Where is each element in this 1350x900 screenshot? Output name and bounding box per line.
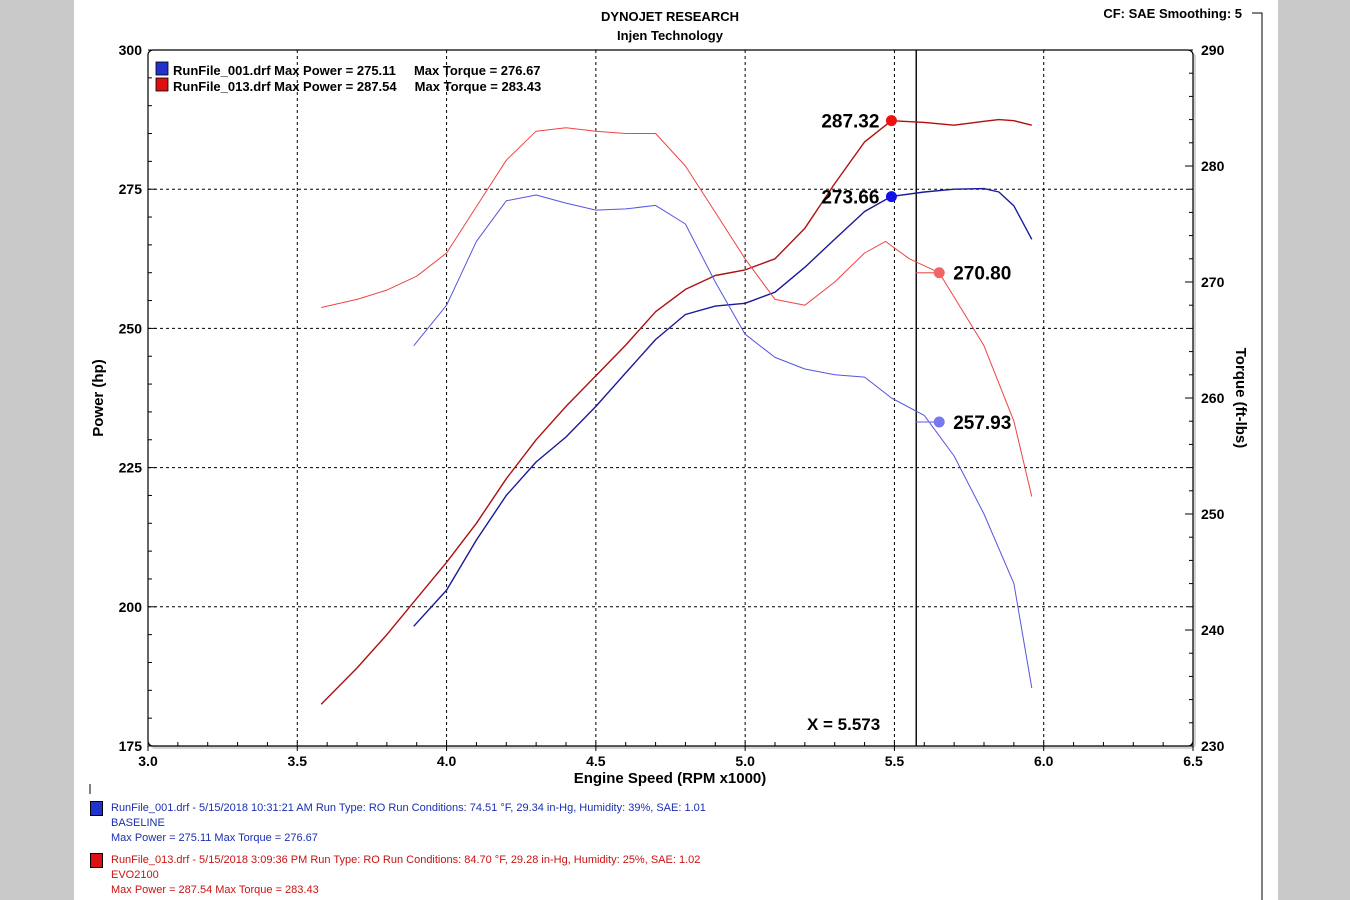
marker-value-torque: 270.80 [953, 264, 1011, 285]
marker-dot [885, 115, 897, 127]
run-001-label: BASELINE [111, 817, 165, 829]
legend-entry-run-001: RunFile_001.drf Max Power = 275.11 Max T… [173, 63, 541, 78]
plot-area [147, 49, 1196, 749]
run-013-label: EVO2100 [111, 869, 159, 881]
series-line-power-runfile001drf [413, 187, 1033, 627]
run-info-001: RunFile_001.drf - 5/15/2018 10:31:21 AM … [90, 801, 706, 846]
x-tick-label: 3.5 [288, 753, 308, 769]
x-tick-label: 5.5 [885, 753, 905, 769]
legend-swatch-run-013 [155, 77, 169, 92]
x-tick-label: 4.5 [586, 753, 606, 769]
y-tick-label-power: 175 [119, 738, 143, 754]
y-tick-label-power: 225 [119, 460, 143, 476]
run-001-details: RunFile_001.drf - 5/15/2018 10:31:21 AM … [111, 802, 706, 814]
left-margin-band [0, 0, 74, 900]
marker-dot [885, 191, 897, 203]
x-tick-label: 6.5 [1183, 753, 1203, 769]
axis-ticks: 3.0 3.5 4.0 4.5 5.0 5.5 6.0 6.5 175 200 225 250 275 3… [119, 42, 1225, 769]
marker-dot [933, 416, 945, 428]
y-tick-label-power: 300 [119, 42, 143, 58]
y-tick-label-power: 250 [119, 320, 143, 336]
marker-value-torque: 257.93 [953, 413, 1011, 434]
marker-group: 287.32 273.66 270.80 257.93 [821, 112, 1011, 434]
legend-swatch-run-001 [155, 61, 169, 76]
y-axis-label-torque: Torque (ft-lbs) [1232, 348, 1249, 449]
y-tick-label-power: 275 [119, 181, 143, 197]
legend: RunFile_001.drf Max Power = 275.11 Max T… [155, 61, 541, 94]
chart-title: DYNOJET RESEARCH [601, 9, 739, 24]
run-001-summary: Max Power = 275.11 Max Torque = 276.67 [111, 832, 318, 844]
cursor-label: X = 5.573 [807, 715, 880, 734]
run-013-swatch [90, 853, 103, 868]
x-axis-label: Engine Speed (RPM x1000) [574, 770, 767, 787]
y-tick-label-torque: 250 [1201, 506, 1225, 522]
legend-entry-run-013: RunFile_013.drf Max Power = 287.54 Max T… [173, 79, 541, 94]
marker-dot [933, 267, 945, 279]
y-tick-label-torque: 270 [1201, 274, 1225, 290]
marker-value-power: 273.66 [821, 188, 879, 209]
right-margin-band [1278, 0, 1350, 900]
settings-label: CF: SAE Smoothing: 5 [1103, 6, 1242, 21]
series-line-power-runfile013drf [320, 118, 1032, 705]
series-line-torque-runfile013drf [321, 127, 1033, 497]
y-tick-label-torque: 240 [1201, 622, 1225, 638]
grid-lines [148, 50, 1193, 746]
x-tick-label: 4.0 [437, 753, 457, 769]
run-info-013: RunFile_013.drf - 5/15/2018 3:09:36 PM R… [90, 853, 700, 898]
y-tick-label-torque: 230 [1201, 738, 1225, 754]
x-tick-label: 5.0 [735, 753, 755, 769]
y-tick-label-power: 200 [119, 599, 143, 615]
plot-frame [147, 49, 1194, 747]
y-tick-label-torque: 290 [1201, 42, 1225, 58]
run-013-summary: Max Power = 287.54 Max Torque = 283.43 [111, 884, 319, 896]
run-001-swatch [90, 801, 103, 816]
chart-subtitle: Injen Technology [617, 28, 724, 43]
series-line-torque-runfile001drf [413, 194, 1033, 689]
marker-value-power: 287.32 [821, 112, 879, 133]
y-tick-label-torque: 260 [1201, 390, 1225, 406]
y-axis-label-power: Power (hp) [90, 359, 107, 437]
cursor-group: X = 5.573 [807, 50, 917, 746]
right-bracket [1252, 12, 1263, 900]
y-tick-label-torque: 280 [1201, 158, 1225, 174]
x-tick-label: 3.0 [138, 753, 158, 769]
x-tick-label: 6.0 [1034, 753, 1054, 769]
run-013-details: RunFile_013.drf - 5/15/2018 3:09:36 PM R… [111, 854, 701, 866]
series-group [320, 118, 1033, 705]
